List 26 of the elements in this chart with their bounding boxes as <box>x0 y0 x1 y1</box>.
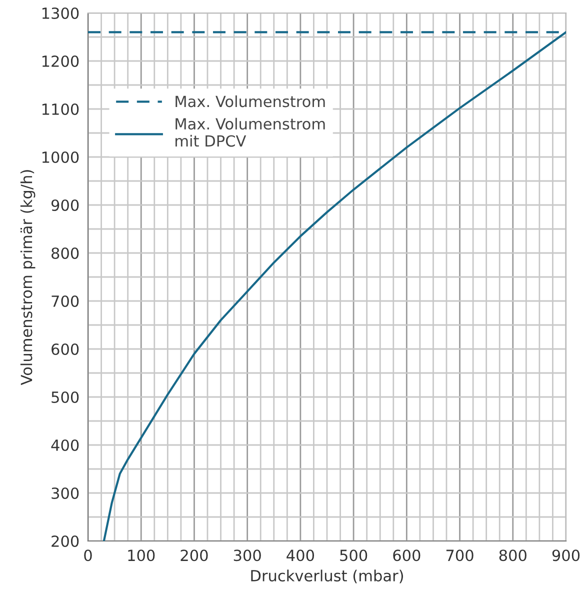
y-tick-label: 1000 <box>42 151 79 164</box>
x-axis-title: Druckverlust (mbar) <box>251 570 403 584</box>
y-tick-label: 800 <box>52 247 79 260</box>
y-tick-label: 1300 <box>42 7 79 20</box>
x-tick-label: 900 <box>552 550 580 562</box>
y-tick-label: 900 <box>51 199 79 212</box>
x-tick-label: 600 <box>393 550 420 562</box>
x-tick-label: 200 <box>180 550 208 562</box>
y-tick-label: 1200 <box>42 55 79 68</box>
x-tick-label: 700 <box>446 550 474 562</box>
y-tick-label: 600 <box>52 343 79 356</box>
y-tick-label: 700 <box>52 295 79 308</box>
x-tick-label: 400 <box>286 550 314 562</box>
y-tick-label: 1100 <box>42 103 79 116</box>
legend-label: Max. Volumenstrom <box>176 95 325 108</box>
x-tick-label: 800 <box>499 550 526 562</box>
legend-label: Max. Volumenstrom mit DPCV <box>176 118 325 147</box>
y-tick-label: 400 <box>51 439 79 452</box>
x-tick-label: 0 <box>84 550 92 562</box>
y-tick-label: 500 <box>52 391 79 404</box>
x-tick-label: 500 <box>340 550 368 562</box>
y-tick-label: 300 <box>52 487 79 500</box>
y-tick-label: 200 <box>52 535 79 548</box>
x-tick-label: 100 <box>128 550 155 562</box>
x-tick-label: 300 <box>234 550 261 562</box>
y-axis-title: Volumenstrom primär (kg/h) <box>20 170 36 386</box>
